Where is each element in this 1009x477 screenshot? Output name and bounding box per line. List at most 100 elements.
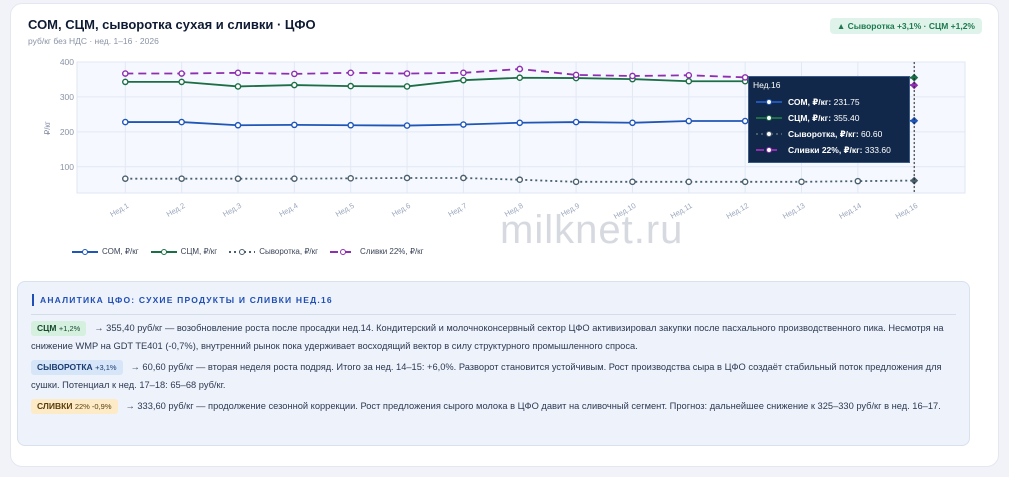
data-point: [178, 118, 185, 126]
data-point: [854, 177, 862, 185]
data-point: [685, 71, 693, 79]
tooltip-value: 231.75: [833, 96, 860, 107]
data-point: [741, 74, 749, 81]
x-tick-label: Нед.7: [447, 201, 469, 219]
analysis-heading: АНАЛИТИКА ЦФО: СУХИЕ ПРОДУКТЫ И СЛИВКИ Н…: [32, 294, 956, 306]
data-point: [741, 178, 749, 186]
tooltip-row: СОМ, ₽/кг: 231.75: [753, 94, 905, 110]
data-point: [460, 69, 467, 77]
line-chart[interactable]: Нед.1 Нед.2 Нед.3 Нед.4 Нед.5 Нед.6 Нед.7 Нед.8…: [0, 0, 1009, 250]
legend-label: Сливки 22%, ₽/кг: [360, 247, 424, 256]
x-tick-label: Нед.3: [221, 201, 243, 219]
tooltip-value: 333.60: [864, 144, 891, 155]
tooltip-title: Нед.16: [753, 80, 781, 90]
data-point: [347, 69, 355, 77]
data-point: [291, 70, 298, 78]
x-tick-label: Нед.13: [781, 201, 806, 221]
legend-swatch-icon: [756, 147, 782, 153]
legend-item[interactable]: Сыворотка, ₽/кг: [229, 247, 318, 256]
analysis-item-cream: СЛИВКИ 22% -0,9% → 333,60 руб/кг — продол…: [31, 397, 956, 415]
legend-swatch-icon: [72, 248, 98, 255]
legend-label: СОМ, ₽/кг: [102, 247, 139, 256]
data-point: [516, 119, 524, 127]
legend-label: Сыворотка, ₽/кг: [259, 247, 319, 256]
y-tick-label: 100: [60, 162, 74, 172]
tooltip-label: Сливки 22%, ₽/кг:: [788, 144, 863, 155]
tooltip-label: Сыворотка, ₽/кг:: [788, 128, 859, 139]
tooltip-value: 60.60: [861, 128, 883, 139]
x-tick-label: Нед.1: [108, 201, 130, 219]
data-point: [291, 175, 298, 182]
hover-marker: [910, 81, 919, 90]
data-point: [122, 70, 129, 77]
data-point: [460, 121, 467, 128]
data-point: [403, 122, 411, 129]
data-point: [516, 65, 524, 73]
data-point: [291, 121, 298, 129]
data-point: [347, 121, 355, 129]
tooltip-label: СЦМ, ₽/кг:: [788, 112, 832, 123]
data-point: [234, 121, 242, 129]
data-point: [403, 70, 411, 77]
data-point: [460, 76, 467, 84]
x-tick-label: Нед.4: [277, 201, 299, 219]
chart-title: СОМ, СЦМ, сыворотка сухая и сливки · ЦФО: [28, 17, 316, 32]
data-point: [291, 81, 298, 89]
data-point: [741, 117, 749, 125]
data-point: [629, 178, 636, 186]
legend-label: СЦМ, ₽/кг: [180, 247, 218, 256]
analysis-item-whey: СЫВОРОТКА +3,1% → 60,60 руб/кг — вторая н…: [31, 360, 942, 390]
legend-swatch-icon: [150, 248, 177, 255]
legend-swatch-icon: [756, 115, 782, 121]
x-tick-label: Нед.2: [165, 201, 187, 219]
data-point: [178, 175, 185, 182]
data-point: [347, 175, 355, 182]
y-tick-label: 400: [60, 57, 74, 67]
data-point: [122, 118, 129, 126]
legend-item[interactable]: СЦМ, ₽/кг: [150, 247, 218, 256]
hover-marker: [910, 73, 919, 82]
analysis-item-scm: СЦМ +1,2% → 355,40 руб/кг — возобновление…: [31, 321, 944, 351]
legend-swatch-icon: [330, 248, 357, 255]
data-point: [234, 83, 242, 90]
x-tick-label: Нед.6: [390, 201, 412, 219]
data-point: [572, 71, 580, 79]
tooltip-row: Сливки 22%, ₽/кг: 333.60: [753, 142, 905, 158]
analysis-panel: АНАЛИТИКА ЦФО: СУХИЕ ПРОДУКТЫ И СЛИВКИ Н…: [17, 281, 970, 446]
data-point: [460, 174, 467, 182]
x-tick-label: Нед.5: [334, 201, 356, 219]
data-point: [403, 174, 411, 182]
legend-item[interactable]: Сливки 22%, ₽/кг: [330, 247, 424, 256]
tag-scm: СЦМ +1,2%: [31, 321, 87, 336]
data-point: [403, 83, 411, 90]
hover-marker: [910, 116, 919, 125]
tag-whey: СЫВОРОТКА +3,1%: [31, 360, 123, 375]
data-point: [178, 70, 185, 77]
tooltip-row: СЦМ, ₽/кг: 355.40: [753, 110, 905, 126]
data-point: [122, 175, 129, 182]
data-point: [516, 176, 524, 184]
data-point: [685, 178, 693, 186]
data-point: [516, 74, 524, 82]
divider: [31, 314, 956, 315]
data-point: [685, 117, 693, 125]
data-point: [685, 77, 693, 85]
data-point: [234, 69, 242, 77]
x-tick-label: Нед.14: [837, 201, 862, 221]
watermark: milknet.ru: [500, 208, 684, 252]
data-point: [347, 82, 355, 90]
x-tick-label: Нед.16: [894, 201, 919, 221]
x-tick-label: Нед.12: [725, 201, 750, 221]
series-line: [125, 177, 915, 183]
chart-subtitle: руб/кг без НДС · нед. 1–16 · 2026: [28, 36, 159, 46]
legend-swatch-icon: [229, 248, 256, 255]
data-point: [122, 78, 129, 86]
data-point: [572, 118, 580, 126]
hover-tooltip: Нед.16 СОМ, ₽/кг: 231.75 СЦМ, ₽/кг: 355.4…: [748, 76, 910, 163]
data-point: [798, 178, 805, 186]
legend-item[interactable]: СОМ, ₽/кг: [72, 247, 139, 256]
legend-swatch-icon: [756, 131, 782, 137]
hover-marker: [910, 176, 919, 185]
data-point: [629, 119, 636, 127]
data-point: [629, 72, 636, 80]
